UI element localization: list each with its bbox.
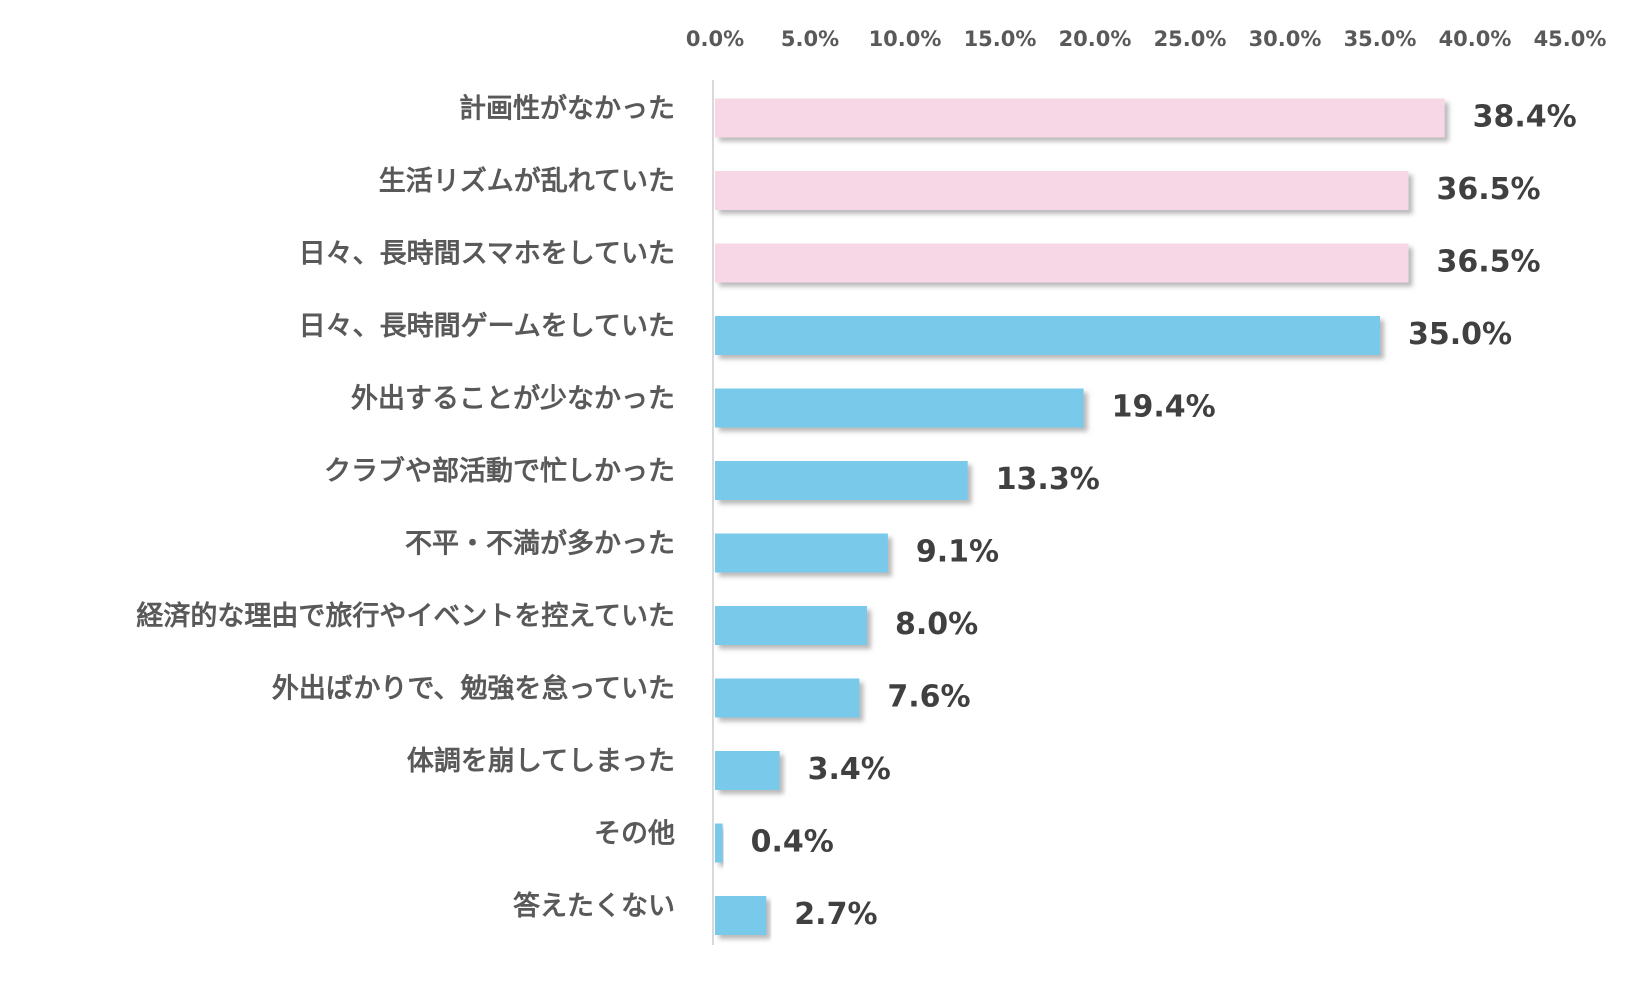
value-label: 2.7%	[794, 897, 877, 932]
value-labels: 38.4% 36.5% 36.5% 35.0% 19.4% 13.3% 9.1% 8.0% 7.…	[751, 100, 1577, 933]
bar	[715, 461, 968, 500]
bar	[715, 533, 888, 573]
category-labels: 計画性がなかった生活リズムが乱れていた日々、長時間スマホをしていた日々、長時間ゲ…	[136, 93, 675, 923]
value-label: 36.5%	[1437, 245, 1541, 280]
x-axis-ticks: 0.0% 5.0% 10.0% 15.0% 20.0% 25.0% 30.0% 35.0% 40…	[686, 27, 1607, 51]
value-label: 36.5%	[1437, 172, 1541, 207]
x-tick-label: 10.0%	[869, 27, 942, 51]
category-label: その他	[594, 819, 675, 850]
bar	[715, 316, 1380, 355]
bar	[715, 896, 767, 935]
value-label: 13.3%	[996, 462, 1100, 497]
value-label: 35.0%	[1408, 317, 1512, 352]
value-label: 9.1%	[916, 535, 999, 570]
bar	[715, 171, 1409, 210]
category-label: 計画性がなかった	[459, 93, 675, 125]
category-label: 外出することが少なかった	[351, 383, 675, 415]
category-label: クラブや部活動で忙しかった	[324, 455, 675, 487]
bar	[715, 388, 1084, 428]
x-tick-label: 30.0%	[1249, 27, 1322, 51]
x-tick-label: 35.0%	[1344, 27, 1417, 51]
x-tick-label: 15.0%	[964, 27, 1037, 51]
x-tick-label: 20.0%	[1059, 27, 1132, 51]
value-label: 8.0%	[895, 607, 978, 642]
category-label: 生活リズムが乱れていた	[379, 165, 675, 197]
category-label: 日々、長時間スマホをしていた	[299, 239, 675, 270]
category-label: 外出ばかりで、勉強を怠っていた	[272, 673, 675, 705]
x-tick-label: 25.0%	[1154, 27, 1227, 51]
bar	[715, 606, 867, 645]
category-label: 不平・不満が多かった	[405, 528, 675, 560]
category-label: 経済的な理由で旅行やイベントを控えていた	[136, 600, 675, 632]
bar	[715, 98, 1445, 138]
bars	[715, 98, 1445, 935]
bar	[715, 243, 1409, 283]
x-tick-label: 40.0%	[1439, 27, 1512, 51]
x-tick-label: 5.0%	[781, 27, 839, 51]
category-label: 日々、長時間ゲームをしていた	[299, 311, 675, 342]
category-label: 体調を崩してしまった	[407, 745, 675, 777]
bar	[715, 678, 860, 718]
value-label: 38.4%	[1473, 100, 1577, 135]
bar	[715, 823, 723, 863]
x-tick-label: 0.0%	[686, 27, 744, 51]
x-tick-label: 45.0%	[1534, 27, 1607, 51]
category-label: 答えたくない	[513, 890, 675, 922]
value-label: 7.6%	[887, 680, 970, 715]
value-label: 19.4%	[1112, 390, 1216, 425]
value-label: 0.4%	[751, 825, 834, 860]
bar	[715, 751, 780, 790]
value-label: 3.4%	[808, 752, 891, 787]
